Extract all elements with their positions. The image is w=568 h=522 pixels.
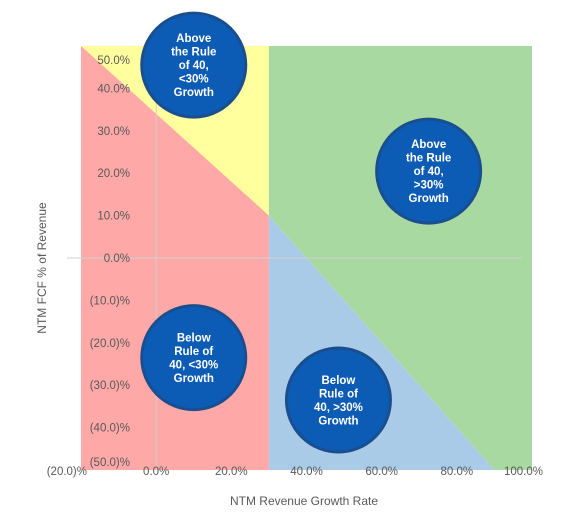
x-tick-label: 100.0%	[504, 466, 543, 478]
label-line: >30%	[414, 180, 444, 192]
y-tick-label: (10.0)%	[90, 295, 130, 307]
label-line: of 40,	[179, 60, 209, 72]
label-line: Rule of	[174, 346, 213, 358]
label-bubble	[375, 117, 483, 225]
x-tick-label: (20.0)%	[47, 466, 87, 478]
x-tick-label: 60.0%	[365, 466, 398, 478]
y-tick-label: (20.0)%	[90, 338, 130, 350]
y-axis-title: NTM FCF % of Revenue	[35, 202, 49, 334]
x-tick-label: 40.0%	[290, 466, 323, 478]
label-bubble	[140, 11, 248, 119]
x-axis-title: NTM Revenue Growth Rate	[230, 494, 378, 508]
x-tick-label: 0.0%	[143, 466, 169, 478]
y-tick-label: 0.0%	[104, 253, 130, 265]
label-line: Rule of	[319, 388, 358, 400]
x-tick-label: 20.0%	[215, 466, 248, 478]
label-line: <30%	[179, 74, 209, 86]
y-tick-label: 40.0%	[97, 83, 130, 95]
label-line: Growth	[174, 87, 214, 99]
label-line: Growth	[174, 373, 214, 385]
label-line: Above	[411, 139, 446, 151]
label-line: 40, >30%	[314, 402, 363, 414]
label-line: Below	[177, 332, 211, 344]
x-axis-ticks: (20.0)% 0.0% 20.0% 40.0% 60.0% 80.0% 100.0%	[47, 466, 543, 478]
label-line: of 40,	[414, 166, 444, 178]
y-tick-label: 50.0%	[97, 55, 130, 67]
label-line: Growth	[318, 415, 358, 427]
zero-axes	[67, 46, 522, 470]
y-tick-label: (50.0)%	[90, 457, 130, 469]
y-tick-label: (40.0)%	[90, 423, 130, 435]
y-axis-ticks: 50.0% 40.0% 30.0% 20.0% 10.0% 0.0% (10.0)% (20.…	[90, 55, 130, 469]
label-line: the Rule	[406, 153, 451, 165]
y-tick-label: 30.0%	[97, 126, 130, 138]
label-line: Below	[322, 375, 356, 387]
label-line: 40, <30%	[169, 359, 218, 371]
label-line: the Rule	[171, 47, 216, 59]
y-tick-label: 20.0%	[97, 168, 130, 180]
label-line: Above	[176, 33, 211, 45]
label-bubble	[284, 346, 392, 454]
label-bubble	[140, 304, 248, 412]
y-tick-label: 10.0%	[97, 211, 130, 223]
label-line: Growth	[409, 193, 449, 205]
y-tick-label: (30.0)%	[90, 380, 130, 392]
x-tick-label: 80.0%	[441, 466, 474, 478]
